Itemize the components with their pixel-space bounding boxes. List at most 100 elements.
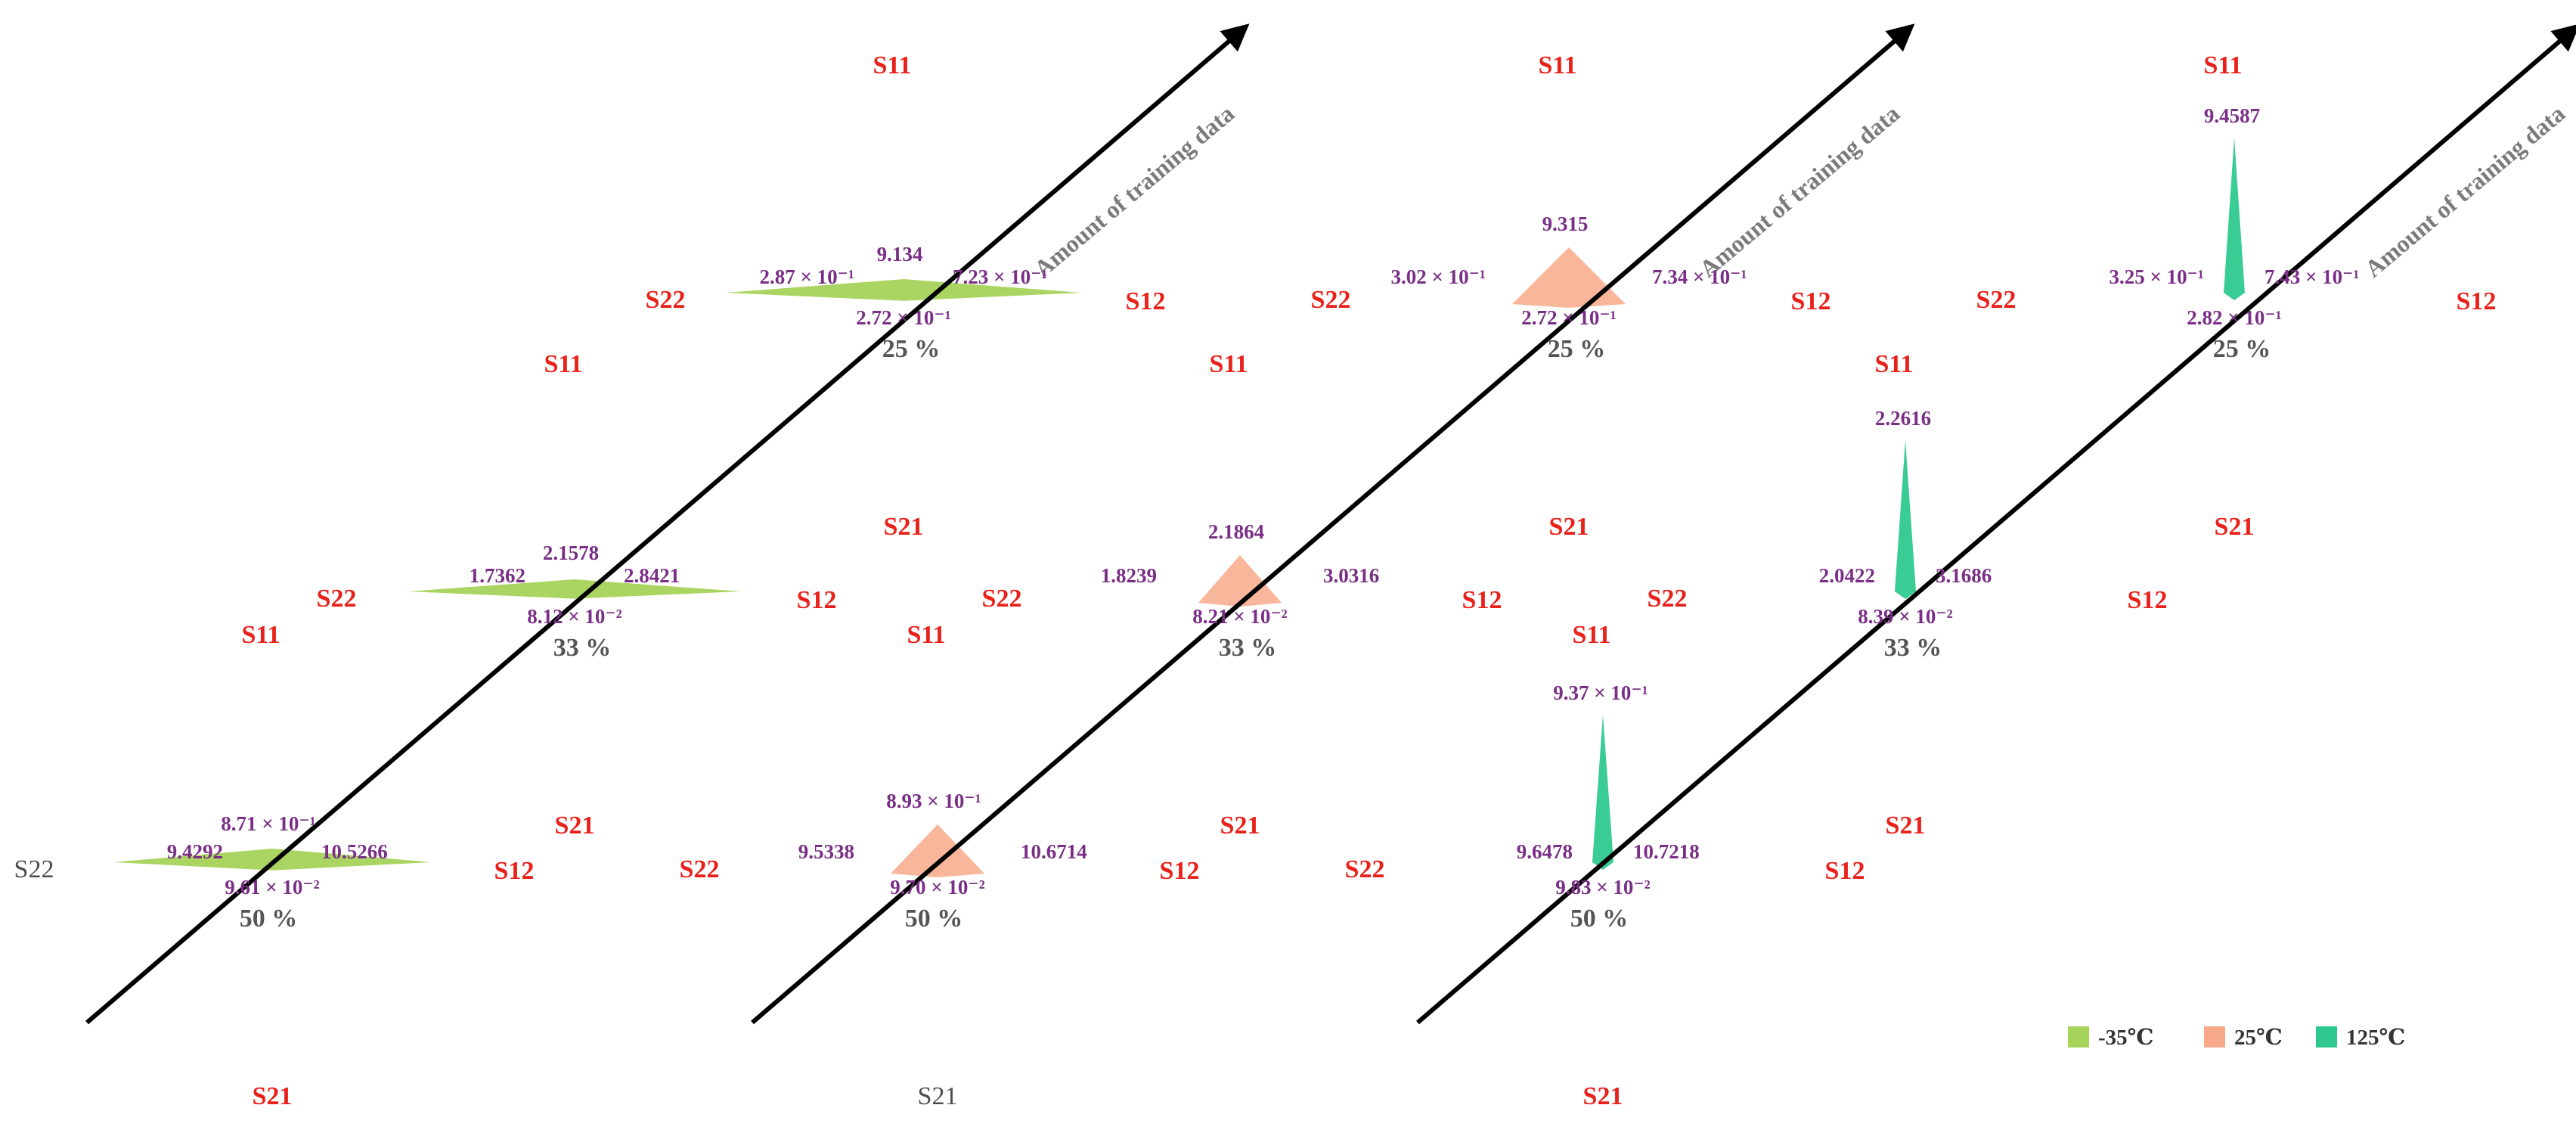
port-label-s12: S12 [797,586,837,614]
level-label: 50 % [1570,905,1629,933]
level-label: 33 % [1219,634,1277,662]
port-label-s12: S12 [1126,287,1166,315]
port-label-s22: S22 [1311,286,1351,314]
value-label-s11: 2.2616 [1875,407,1931,430]
value-label-s12: 10.7218 [1633,840,1700,863]
legend-label: 125℃ [2346,1026,2405,1050]
port-label-s11: S11 [907,621,945,649]
level-label: 33 % [1884,634,1942,662]
port-label-s12: S12 [2128,586,2168,614]
port-label-s22: S22 [1976,286,2016,314]
radar-slice-25pct [726,279,1081,301]
value-label-s22: 9.5338 [798,840,854,863]
port-label-s12: S12 [1825,857,1865,885]
value-label-s11: 2.1578 [543,542,599,564]
value-label-s22: 3.25 × 10⁻¹ [2109,265,2204,288]
port-label-s11: S11 [1874,350,1913,378]
axis-title: Amount of training data [1029,100,1240,283]
value-label-s22: 9.6478 [1517,840,1573,863]
port-label-s21: S21 [1220,812,1260,840]
level-label: 50 % [905,905,963,933]
value-label-s12: 2.8421 [624,564,680,587]
port-label-s22: S22 [680,855,720,883]
value-label-s21: 2.82 × 10⁻¹ [2187,306,2281,329]
legend-swatch [2316,1026,2337,1048]
port-label-s21: S21 [253,1082,293,1110]
value-label-s21: 9.70 × 10⁻² [890,876,984,899]
radar-slice-33pct [1895,440,1916,599]
value-label-s11: 9.315 [1542,213,1589,235]
value-label-s12: 7.23 × 10⁻¹ [953,265,1047,288]
port-label-s11: S11 [1572,621,1610,649]
port-label-s22: S22 [1648,585,1688,613]
axis-title: Amount of training data [1694,100,1905,283]
radar-slice-33pct [408,579,741,599]
value-label-s12: 7.43 × 10⁻¹ [2264,265,2359,288]
value-label-s11: 9.4587 [2204,104,2260,127]
training-data-axis [85,23,1250,1025]
port-label-s11: S11 [2203,51,2242,79]
port-label-s11: S11 [1538,51,1576,79]
value-label-s12: 3.0316 [1323,564,1379,587]
training-data-axis [1416,23,2576,1025]
port-label-s22: S22 [14,855,54,883]
value-label-s22: 9.4292 [167,840,223,863]
value-label-s12: 3.1686 [1936,564,1992,587]
radar-slice-25pct [1512,247,1626,308]
level-label: 25 % [882,335,941,363]
port-label-s21: S21 [2215,513,2255,541]
value-label-s11: 2.1864 [1208,520,1264,543]
port-label-s12: S12 [1791,287,1831,315]
port-label-s11: S11 [873,51,911,79]
port-label-s21: S21 [1549,513,1589,541]
value-label-s11: 8.71 × 10⁻¹ [221,812,315,835]
value-label-s21: 9.83 × 10⁻² [1555,876,1650,899]
legend-label: -35℃ [2098,1026,2153,1050]
training-data-axis [751,23,1915,1025]
value-label-s12: 10.5266 [321,840,388,863]
port-label-s21: S21 [555,812,595,840]
value-label-s22: 1.8239 [1101,564,1157,587]
port-label-s11: S11 [544,350,582,378]
value-label-s22: 1.7362 [470,564,525,587]
radar-slice-33pct [1198,555,1282,607]
port-label-s12: S12 [2457,287,2497,315]
value-label-s21: 9.61 × 10⁻² [225,876,319,899]
level-label: 50 % [240,905,298,933]
radar-slice-50pct [1592,715,1613,870]
legend-swatch [2204,1026,2225,1048]
port-label-s22: S22 [1345,855,1385,883]
port-label-s21: S21 [1583,1082,1623,1110]
port-label-s22: S22 [982,585,1022,613]
value-label-s11: 8.93 × 10⁻¹ [886,790,981,812]
port-label-s21: S21 [918,1082,958,1110]
radar-slice-50pct [113,849,431,871]
value-label-s11: 9.37 × 10⁻¹ [1553,681,1648,704]
value-label-s21: 2.72 × 10⁻¹ [1521,306,1616,329]
value-label-s12: 10.6714 [1021,840,1087,863]
port-label-s12: S12 [1160,857,1200,885]
value-label-s21: 8.21 × 10⁻² [1192,605,1287,628]
port-label-s11: S11 [1209,350,1248,378]
port-label-s12: S12 [1462,586,1502,614]
port-label-s22: S22 [646,286,686,314]
value-label-s22: 2.87 × 10⁻¹ [760,265,854,288]
axis-title: Amount of training data [2360,100,2571,283]
value-label-s21: 2.72 × 10⁻¹ [856,306,950,329]
level-label: 33 % [553,634,612,662]
value-label-s22: 3.02 × 10⁻¹ [1391,265,1486,288]
legend-label: 25℃ [2234,1026,2283,1050]
port-label-s11: S11 [241,621,280,649]
port-label-s22: S22 [317,585,357,613]
value-label-s22: 2.0422 [1819,564,1875,587]
port-label-s12: S12 [494,857,535,885]
port-label-s21: S21 [884,513,924,541]
port-label-s21: S21 [1886,812,1926,840]
radar-slice-50pct [891,824,984,877]
value-label-s21: 8.39 × 10⁻² [1858,605,1952,628]
value-label-s21: 8.12 × 10⁻² [527,605,622,628]
value-label-s12: 7.34 × 10⁻¹ [1652,265,1747,288]
radar-slice-25pct [2224,138,2245,300]
legend-swatch [2068,1026,2089,1048]
